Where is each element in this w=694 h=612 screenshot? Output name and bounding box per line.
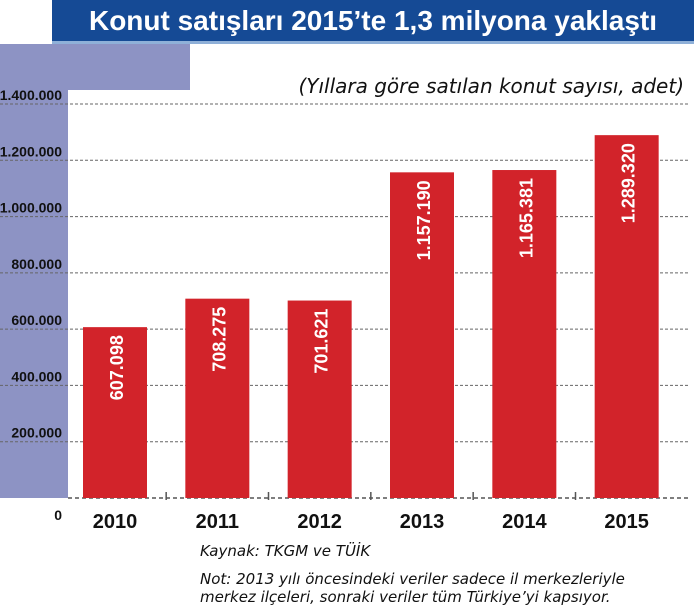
y-tick-label: 200.000 [11, 425, 62, 441]
bar-value-label: 607.098 [107, 335, 127, 400]
chart-title: Konut satışları 2015’te 1,3 milyona yakl… [88, 5, 658, 36]
x-tick-label: 2011 [196, 511, 239, 533]
y-tick-label: 1.400.000 [0, 87, 62, 103]
y-tick-label: 1.000.000 [0, 200, 62, 216]
source-note: Kaynak: TKGM ve TÜİK [200, 542, 371, 560]
bar-value-label: 708.275 [209, 307, 229, 372]
footnote-line-2: merkez ilçeleri, sonraki veriler tüm Tür… [200, 588, 611, 606]
bar [594, 135, 659, 499]
bar-value-label: 1.157.190 [414, 180, 434, 260]
bar [185, 298, 250, 498]
x-tick-label: 2012 [297, 511, 342, 533]
bar [390, 172, 454, 498]
y-tick-label: 400.000 [11, 368, 62, 384]
bar-value-label: 1.165.381 [516, 178, 536, 258]
bar [492, 170, 557, 498]
axis-background-panel [0, 44, 68, 498]
bar-value-label: 701.621 [312, 309, 332, 374]
x-tick-label: 2013 [400, 511, 445, 533]
x-tick-label: 2015 [604, 511, 649, 533]
bar [83, 327, 147, 498]
y-tick-label: 1.200.000 [0, 143, 62, 159]
header-background-panel [0, 44, 190, 90]
y-tick-label: 800.000 [11, 256, 62, 272]
footnote: Not: 2013 yılı öncesindeki veriler sadec… [200, 570, 690, 606]
x-tick-label: 2010 [93, 511, 138, 533]
footnote-line-1: Not: 2013 yılı öncesindeki veriler sadec… [200, 570, 625, 588]
title-bar: Konut satışları 2015’te 1,3 milyona yakl… [52, 0, 694, 44]
bar-value-label: 1.289.320 [619, 143, 639, 223]
chart-subtitle: (Yıllara göre satılan konut sayısı, adet… [298, 74, 684, 98]
bar [287, 300, 352, 498]
y-tick-label: 600.000 [11, 312, 62, 328]
x-tick-label: 2014 [502, 511, 547, 533]
y-tick-label: 0 [54, 507, 62, 523]
